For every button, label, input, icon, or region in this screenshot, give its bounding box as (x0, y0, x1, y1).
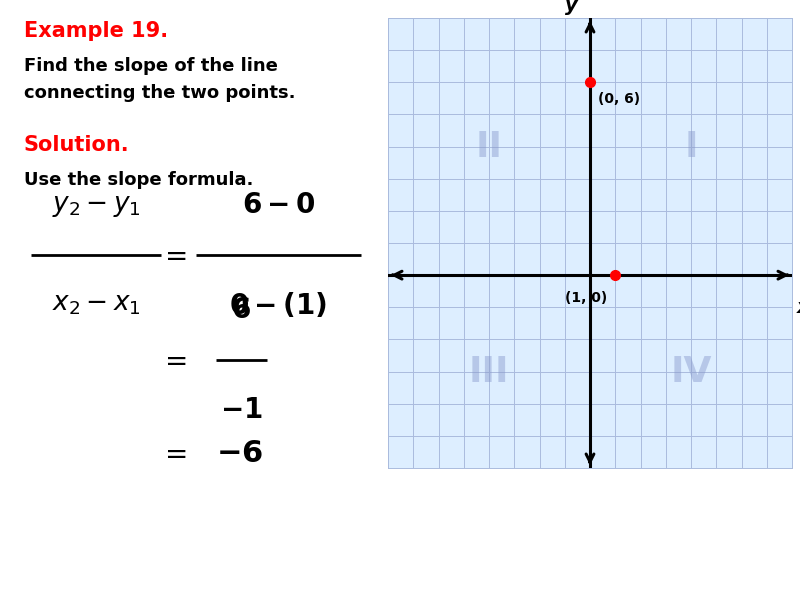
Text: $\mathbf{6}$: $\mathbf{6}$ (231, 296, 251, 324)
Text: x: x (797, 298, 800, 317)
Text: $=$: $=$ (158, 241, 186, 269)
Text: I: I (684, 130, 698, 164)
Text: $\mathbf{0 - (1)}$: $\mathbf{0 - (1)}$ (230, 291, 327, 320)
Text: $=$: $=$ (158, 346, 186, 374)
Text: Solution.: Solution. (23, 135, 129, 155)
Text: (1, 0): (1, 0) (566, 291, 608, 305)
Text: $\mathit{x}_2 - \mathit{x}_1$: $\mathit{x}_2 - \mathit{x}_1$ (52, 291, 141, 317)
Text: $\mathit{y}_2 - \mathit{y}_1$: $\mathit{y}_2 - \mathit{y}_1$ (52, 193, 141, 219)
Text: IV: IV (670, 355, 712, 389)
Text: Example 19.: Example 19. (23, 21, 168, 41)
Text: III: III (469, 355, 510, 389)
Text: $\mathbf{6 - 0}$: $\mathbf{6 - 0}$ (242, 191, 315, 219)
Text: Find the slope of the line: Find the slope of the line (23, 57, 278, 75)
Text: connecting the two points.: connecting the two points. (23, 84, 295, 102)
Text: $=$: $=$ (158, 439, 186, 467)
Text: $\mathbf{-1}$: $\mathbf{-1}$ (220, 396, 262, 424)
Text: (0, 6): (0, 6) (598, 92, 640, 106)
Text: y: y (565, 0, 578, 15)
Text: Use the slope formula.: Use the slope formula. (23, 171, 253, 189)
Text: $\mathbf{-6}$: $\mathbf{-6}$ (216, 439, 262, 467)
Text: II: II (475, 130, 502, 164)
